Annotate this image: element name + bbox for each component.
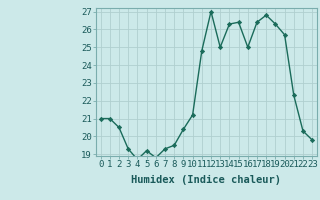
X-axis label: Humidex (Indice chaleur): Humidex (Indice chaleur): [132, 175, 281, 185]
